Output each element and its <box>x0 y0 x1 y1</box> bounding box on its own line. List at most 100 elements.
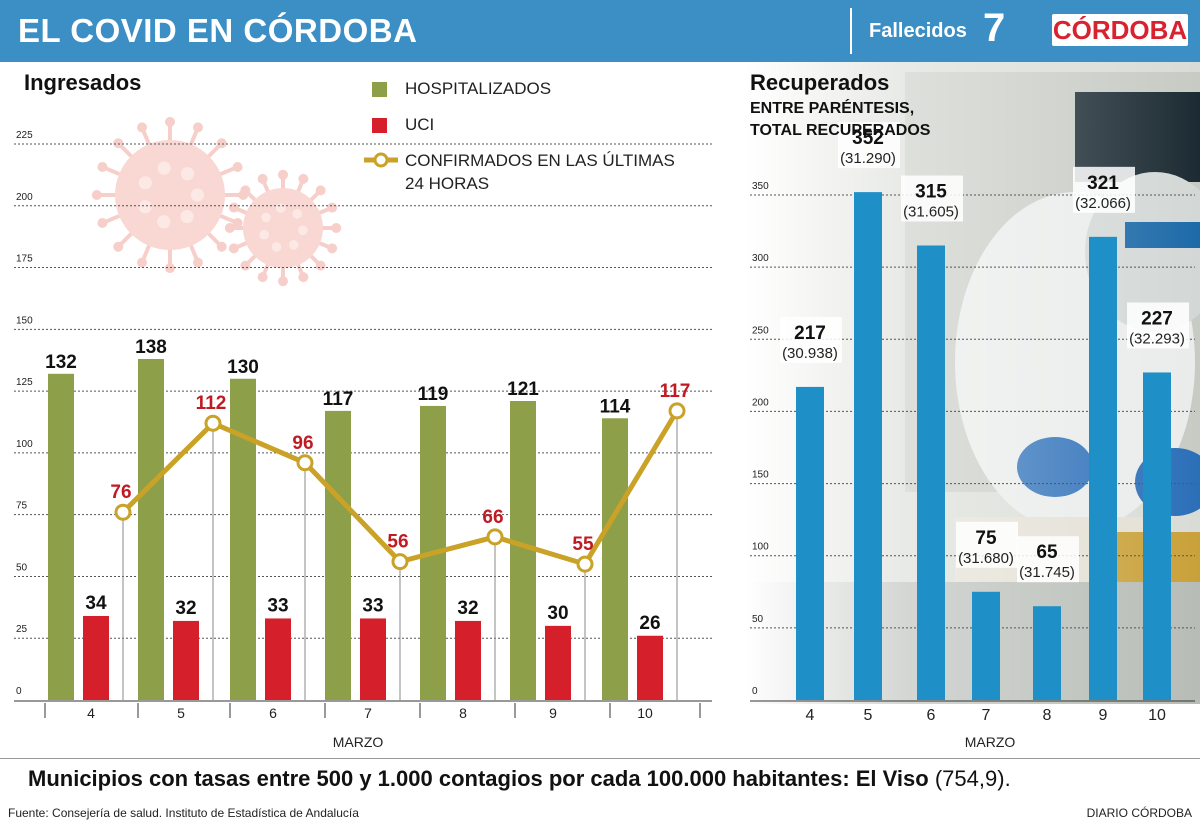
fallecidos-value: 7 <box>983 6 1006 50</box>
uci-label: 30 <box>547 603 568 624</box>
recuperados-bar <box>1089 236 1117 701</box>
x-tick-label: 9 <box>549 705 557 721</box>
legend-swatch-confirmados <box>364 152 398 168</box>
recuperados-bar <box>796 386 824 700</box>
hospitalizados-label: 130 <box>227 357 259 378</box>
uci-bar <box>360 618 386 700</box>
virus-icon <box>91 116 249 274</box>
confirmados-label: 76 <box>110 482 131 503</box>
legend-swatch-uci <box>372 118 387 133</box>
x-tick-label: 6 <box>269 705 277 721</box>
confirmados-label: 112 <box>196 393 227 414</box>
recuperados-bar <box>1033 606 1061 700</box>
y-tick-label: 25 <box>16 624 28 635</box>
y-tick-label: 350 <box>752 181 769 192</box>
value-label-box <box>1017 536 1079 583</box>
value-label-box <box>780 316 842 363</box>
uci-bar <box>265 618 291 700</box>
recuperados-label: 315 <box>915 182 947 203</box>
y-tick-label: 50 <box>752 614 764 625</box>
x-tick-label: 6 <box>927 707 936 724</box>
legend-uci: UCI <box>405 115 435 134</box>
confirmados-point <box>486 528 504 546</box>
recuperados-bar <box>917 245 945 700</box>
uci-bar <box>455 620 481 700</box>
y-tick-label: 150 <box>16 315 33 326</box>
footer-divider <box>0 758 1200 759</box>
hospitalizados-bar <box>325 410 351 700</box>
virus-illustration <box>91 116 342 287</box>
recuperados-label: 217 <box>794 323 826 344</box>
y-tick-label: 300 <box>752 253 769 264</box>
hospitalizados-label: 114 <box>600 396 631 417</box>
legend-confirmados-line2: 24 HORAS <box>405 174 490 193</box>
x-axis-label: MARZO <box>965 734 1016 750</box>
hospitalizados-bar <box>230 378 256 700</box>
uci-label: 33 <box>362 595 383 616</box>
confirmados-label: 55 <box>572 534 594 555</box>
uci-label: 33 <box>267 595 288 616</box>
y-tick-label: 75 <box>16 501 28 512</box>
x-tick-label: 5 <box>177 705 185 721</box>
total-recuperados-label: (32.293) <box>1129 330 1185 347</box>
total-recuperados-label: (30.938) <box>782 345 838 362</box>
total-recuperados-label: (31.680) <box>958 550 1014 567</box>
fallecidos-label: Fallecidos <box>869 20 967 42</box>
total-recuperados-label: (31.290) <box>840 150 896 167</box>
y-tick-label: 200 <box>16 192 33 203</box>
confirmados-point <box>296 454 314 472</box>
confirmados-label: 66 <box>482 507 503 528</box>
uci-bar <box>173 620 199 700</box>
y-tick-label: 0 <box>16 686 22 697</box>
y-tick-label: 250 <box>752 325 769 336</box>
hospitalizados-bar <box>138 358 164 700</box>
recuperados-subtitle-1: ENTRE PARÉNTESIS, <box>750 100 915 117</box>
x-tick-label: 9 <box>1099 707 1108 724</box>
recuperados-label: 65 <box>1036 542 1058 563</box>
y-tick-label: 150 <box>752 470 769 481</box>
legend-confirmados-line1: CONFIRMADOS EN LAS ÚLTIMAS <box>405 151 675 170</box>
y-tick-label: 200 <box>752 397 769 408</box>
recuperados-label: 352 <box>852 128 884 149</box>
header-bar: EL COVID EN CÓRDOBA Fallecidos 7 CÓRDOBA <box>0 0 1200 62</box>
uci-label: 32 <box>457 598 478 619</box>
uci-label: 32 <box>175 598 196 619</box>
value-label-box <box>901 175 963 222</box>
confirmados-point <box>114 503 132 521</box>
value-label-box <box>956 521 1018 568</box>
page-title: EL COVID EN CÓRDOBA <box>18 12 418 49</box>
uci-label: 26 <box>639 613 660 634</box>
municipios-text: Municipios con tasas entre 500 y 1.000 c… <box>28 766 929 791</box>
recuperados-label: 227 <box>1141 308 1173 329</box>
confirmados-label: 56 <box>387 532 408 553</box>
y-tick-label: 50 <box>16 562 28 573</box>
total-recuperados-label: (31.745) <box>1019 564 1075 581</box>
y-tick-label: 175 <box>16 254 33 265</box>
recuperados-bar <box>854 192 882 700</box>
hospitalizados-label: 119 <box>418 384 449 405</box>
hospitalizados-label: 121 <box>507 379 539 400</box>
x-tick-label: 8 <box>459 705 467 721</box>
x-tick-label: 4 <box>87 705 95 721</box>
recuperados-label: 321 <box>1087 173 1119 194</box>
x-axis-label: MARZO <box>333 734 384 750</box>
confirmados-point <box>204 414 222 432</box>
publisher-credit: DIARIO CÓRDOBA <box>1086 806 1192 820</box>
confirmados-label: 96 <box>292 433 313 454</box>
value-label-box <box>1073 166 1135 213</box>
recuperados-subtitle-2: TOTAL RECUPERADOS <box>750 122 931 139</box>
hospitalizados-bar <box>602 418 628 700</box>
x-tick-label: 7 <box>364 705 372 721</box>
value-label-box <box>1127 302 1189 349</box>
legend-swatch-hospitalizados <box>372 82 387 97</box>
confirmados-label: 117 <box>660 381 691 402</box>
header-divider <box>850 8 852 54</box>
recuperados-bar <box>972 591 1000 700</box>
y-tick-label: 100 <box>752 542 769 553</box>
legend-hospitalizados: HOSPITALIZADOS <box>405 79 552 98</box>
x-tick-label: 8 <box>1043 707 1052 724</box>
recuperados-bar <box>1143 372 1171 700</box>
uci-label: 34 <box>85 593 107 614</box>
